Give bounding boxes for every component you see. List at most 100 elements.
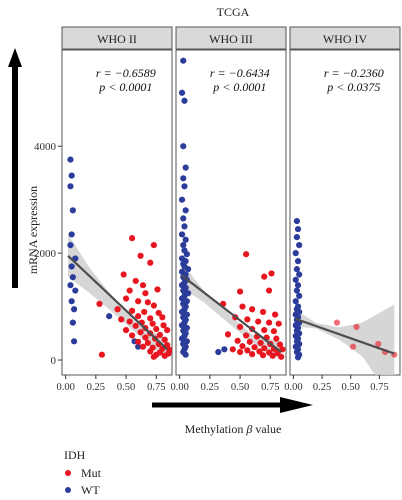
data-point-mut: [161, 352, 168, 359]
data-point-mut: [276, 341, 284, 348]
data-point-mut: [268, 270, 275, 277]
data-point-wt: [69, 319, 76, 326]
data-point-mut: [122, 295, 130, 302]
panel-frame: [175, 49, 287, 376]
data-point-wt: [294, 258, 302, 265]
facet-label: WHO III: [209, 32, 253, 46]
data-point-wt: [72, 287, 79, 294]
y-tick-label: 2000: [34, 248, 57, 260]
data-point-mut: [118, 316, 125, 323]
data-point-mut: [244, 316, 251, 323]
data-point-mut: [147, 315, 154, 322]
data-point-wt: [180, 242, 187, 249]
data-point-wt: [178, 231, 186, 238]
data-point-mut: [137, 252, 144, 259]
x-tick-label: 0.00: [56, 382, 74, 393]
data-point-mut: [251, 344, 258, 351]
data-point-mut: [246, 338, 253, 345]
data-point-mut: [164, 326, 171, 334]
data-point-wt: [181, 223, 188, 230]
data-point-mut: [278, 353, 285, 360]
data-point-mut: [135, 298, 142, 305]
data-point-mut: [224, 331, 232, 338]
data-point-mut: [259, 352, 267, 359]
data-point-wt: [67, 242, 74, 249]
data-point-wt: [67, 156, 74, 163]
data-point-wt: [68, 172, 75, 179]
facet-strip: [175, 26, 287, 50]
legend-marker-mut: [65, 470, 71, 476]
facet-strip: [289, 26, 401, 50]
data-point-mut: [135, 338, 142, 345]
legend-label-wt: WT: [81, 483, 100, 497]
facet-label: WHO IV: [323, 32, 368, 46]
data-point-mut: [129, 307, 136, 314]
x-tick-label: 0.75: [261, 382, 279, 393]
data-point-wt: [293, 217, 300, 225]
data-point-mut: [122, 326, 130, 334]
data-point-mut: [135, 313, 142, 320]
y-axis-arrow: [8, 48, 22, 288]
x-axis-label: Methylation β value: [185, 422, 282, 436]
data-point-mut: [270, 328, 278, 335]
data-point-mut: [249, 351, 256, 358]
data-point-mut: [234, 337, 241, 344]
data-point-mut: [259, 308, 267, 316]
data-point-wt: [182, 236, 189, 243]
data-point-mut: [141, 308, 148, 316]
data-point-mut: [150, 302, 157, 309]
data-point-mut: [153, 325, 160, 333]
data-point-mut: [249, 306, 256, 313]
data-point-wt: [68, 263, 75, 270]
data-point-mut: [144, 299, 151, 306]
facet-strip: [61, 26, 173, 50]
data-point-mut: [244, 347, 251, 354]
data-point-mut: [333, 319, 341, 326]
data-point-mut: [142, 334, 149, 341]
data-point-wt: [292, 276, 299, 283]
data-point-mut: [98, 351, 105, 358]
data-point-mut: [272, 311, 279, 318]
legend-marker-wt: [65, 487, 71, 493]
data-point-wt: [70, 306, 78, 313]
data-point-mut: [139, 282, 147, 289]
data-point-wt: [180, 143, 187, 150]
data-point-wt: [67, 282, 74, 289]
data-point-mut: [144, 339, 151, 347]
data-point-mut: [150, 242, 157, 249]
y-axis-label: mRNA expression: [26, 186, 40, 274]
data-point-mut: [126, 287, 133, 294]
data-point-wt: [178, 322, 186, 329]
data-point-wt: [178, 295, 186, 302]
regression-line: [67, 254, 168, 351]
data-point-wt: [296, 292, 303, 299]
data-point-mut: [96, 300, 103, 308]
facet-label: WHO II: [97, 32, 137, 46]
data-point-mut: [129, 332, 136, 339]
data-point-wt: [69, 274, 76, 281]
data-point-wt: [178, 89, 186, 96]
data-point-mut: [120, 271, 127, 278]
x-tick-label: 0.50: [342, 382, 360, 393]
stat-p-text: p < 0.0001: [212, 80, 266, 94]
data-point-mut: [265, 287, 273, 294]
data-point-mut: [156, 331, 164, 339]
data-point-wt: [180, 215, 187, 222]
x-tick-label: 0.25: [313, 382, 331, 393]
data-point-wt: [178, 196, 186, 203]
data-point-mut: [160, 322, 167, 329]
x-axis-arrow: [152, 397, 313, 413]
data-point-mut: [239, 303, 246, 310]
data-point-wt: [135, 343, 142, 350]
y-tick-label: 0: [51, 355, 57, 367]
legend-label-mut: Mut: [81, 466, 102, 480]
stat-r-text: r = −0.6589: [96, 66, 156, 80]
data-point-mut: [261, 326, 268, 334]
x-tick-label: 0.00: [284, 382, 302, 393]
data-point-wt: [68, 231, 75, 238]
data-point-mut: [114, 306, 121, 313]
data-point-mut: [142, 290, 149, 297]
